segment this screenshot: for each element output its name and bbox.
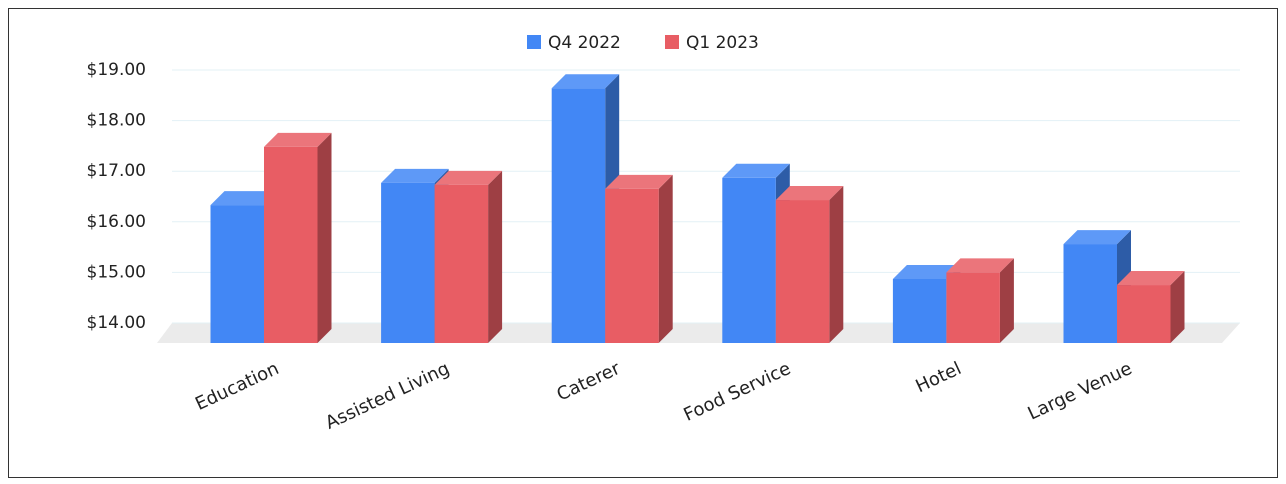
y-tick-label: $18.00 xyxy=(87,111,146,131)
bar xyxy=(264,132,332,343)
y-tick-label: $19.00 xyxy=(87,60,146,80)
bar-front xyxy=(1117,285,1171,343)
bar-side xyxy=(999,258,1014,343)
bar-front xyxy=(210,205,264,343)
y-tick-label: $14.00 xyxy=(87,313,146,333)
bar-top xyxy=(1063,230,1131,245)
bar-side xyxy=(488,170,503,343)
bar-top xyxy=(381,168,449,183)
bar-front xyxy=(946,272,1000,343)
bar xyxy=(1117,271,1185,343)
bar-top xyxy=(775,186,844,201)
bar-front xyxy=(892,278,947,343)
y-tick-label: $17.00 xyxy=(87,161,146,181)
bar-top xyxy=(722,163,790,178)
bar-side xyxy=(1170,271,1185,343)
bar-top xyxy=(1117,271,1185,286)
bar-top xyxy=(605,174,673,189)
bar-top xyxy=(551,74,620,89)
bar-front xyxy=(551,88,606,343)
bar xyxy=(605,174,673,343)
bar-top xyxy=(264,132,332,147)
bar-side xyxy=(317,132,332,343)
bar-front xyxy=(381,182,435,343)
bar-front xyxy=(264,146,318,343)
bar-front xyxy=(722,177,776,343)
legend-label: Q4 2022 xyxy=(548,33,621,53)
bar-front xyxy=(1063,244,1117,343)
bar-top xyxy=(946,258,1014,273)
bar-top xyxy=(892,264,961,279)
legend-swatch xyxy=(665,35,679,49)
bar-front xyxy=(434,184,489,343)
bar-top xyxy=(434,170,503,185)
bar-side xyxy=(658,174,673,343)
legend: Q4 2022 Q1 2023 xyxy=(527,33,759,53)
bar xyxy=(775,186,844,343)
legend-label: Q1 2023 xyxy=(686,33,759,53)
bar xyxy=(946,258,1014,343)
y-tick-label: $16.00 xyxy=(87,212,146,232)
bar-side xyxy=(829,186,844,343)
legend-swatch xyxy=(527,35,541,49)
bar-top xyxy=(210,191,278,206)
bar-front xyxy=(605,188,659,343)
bar xyxy=(434,170,503,343)
y-tick-label: $15.00 xyxy=(87,262,146,282)
bar-front xyxy=(775,200,830,343)
